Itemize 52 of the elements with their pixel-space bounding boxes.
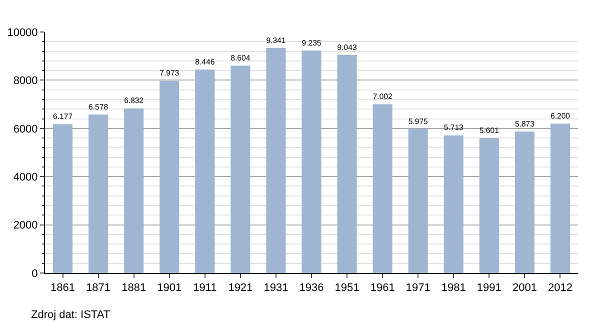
y-tick-label: 8000 xyxy=(13,75,38,88)
data-label: 8.604 xyxy=(230,54,251,63)
x-tick-label: 1931 xyxy=(264,282,288,294)
x-tick-label: 1936 xyxy=(299,282,324,294)
data-label: 5.601 xyxy=(479,126,499,135)
x-tick-label: 1911 xyxy=(193,282,217,294)
y-tick-label: 10000 xyxy=(7,26,38,39)
x-tick-label: 1991 xyxy=(476,282,502,294)
bar xyxy=(550,124,570,273)
x-tick-label: 1881 xyxy=(122,282,146,294)
x-tick-label: 2001 xyxy=(512,282,537,294)
bar xyxy=(88,114,108,273)
y-tick-label: 6000 xyxy=(13,123,38,136)
y-tick-label: 2000 xyxy=(13,220,38,232)
bar xyxy=(514,131,534,273)
x-tick-label: 2012 xyxy=(548,282,572,294)
bar xyxy=(372,104,392,273)
bar xyxy=(408,129,428,273)
data-label: 9.235 xyxy=(302,38,322,48)
data-label: 6.832 xyxy=(124,96,144,106)
bar xyxy=(302,50,322,273)
x-tick-label: 1971 xyxy=(406,282,430,294)
x-tick-label: 1981 xyxy=(441,282,466,294)
bar xyxy=(479,138,499,273)
data-label: 6.200 xyxy=(550,111,571,120)
x-tick-label: 1951 xyxy=(334,282,360,294)
bar xyxy=(444,135,464,273)
x-tick-label: 1901 xyxy=(157,282,182,294)
bar xyxy=(124,108,144,273)
text: Zdroj dat: ISTAT xyxy=(31,309,110,321)
y-tick-label: 0 xyxy=(32,268,38,280)
data-label: 5.975 xyxy=(408,116,429,126)
data-label: 5.713 xyxy=(444,123,464,132)
data-label: 9.043 xyxy=(337,42,357,52)
data-label: 5.873 xyxy=(514,119,534,128)
data-label: 7.002 xyxy=(372,92,392,102)
bar xyxy=(230,66,250,273)
data-label: 8.446 xyxy=(195,57,215,66)
bar xyxy=(337,55,357,273)
y-tick-label: 4000 xyxy=(13,171,38,184)
bar xyxy=(195,69,215,273)
data-label: 9.341 xyxy=(266,36,286,45)
data-label: 6.177 xyxy=(53,112,73,121)
x-tick-label: 1871 xyxy=(86,282,111,294)
x-tick-label: 1861 xyxy=(50,282,76,294)
data-label: 7.973 xyxy=(160,68,180,78)
bar xyxy=(52,124,73,273)
data-label: 6.578 xyxy=(88,102,108,112)
bar xyxy=(266,48,286,273)
x-tick-label: 1921 xyxy=(228,282,253,294)
x-tick-label: 1961 xyxy=(370,282,395,294)
bar xyxy=(160,80,180,273)
